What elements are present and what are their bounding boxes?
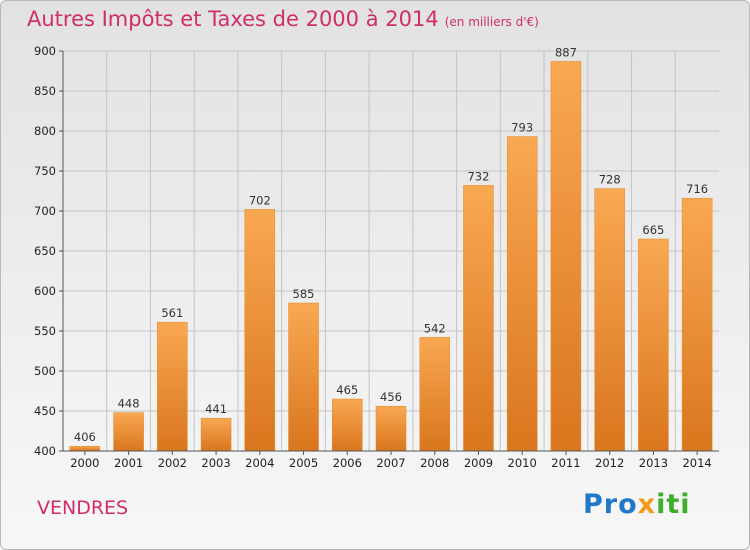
bar-2000 [69, 445, 101, 452]
value-label-2006: 465 [336, 383, 358, 397]
bar-2011 [550, 61, 582, 452]
axes: 400 450 500 550 600 650 700 750 800 850 900 2000 200… [34, 44, 719, 470]
x-tick-label-2001: 2001 [114, 456, 143, 470]
bar-2003 [200, 417, 232, 452]
bars [69, 61, 713, 452]
y-tick-label: 550 [34, 324, 56, 338]
x-tick-label-2004: 2004 [245, 456, 274, 470]
logo-part-3: iti [656, 489, 691, 520]
chart-title: Autres Impôts et Taxes de 2000 à 2014 (en… [27, 7, 539, 31]
bar-2009 [463, 185, 494, 452]
bar-2014 [681, 197, 713, 452]
y-tick-label: 400 [34, 444, 56, 458]
value-label-2001: 448 [118, 397, 140, 411]
proxiti-logo[interactable]: Proxiti [583, 489, 691, 520]
x-tick-label-2007: 2007 [376, 456, 405, 470]
chart-unit: (en milliers d'€) [444, 15, 539, 29]
x-tick-label-2005: 2005 [289, 456, 318, 470]
x-tick-label-2000: 2000 [70, 456, 99, 470]
value-labels: 406 448 561 441 702 585 465 456 542 732 793 887 728 6… [74, 45, 708, 444]
value-label-2004: 702 [249, 193, 271, 207]
bar-2006 [332, 398, 363, 452]
value-label-2007: 456 [380, 390, 402, 404]
y-tick-label: 800 [34, 124, 56, 138]
x-tick-label-2008: 2008 [420, 456, 449, 470]
y-tick-label: 900 [34, 44, 56, 58]
bar-2001 [113, 412, 144, 452]
bar-2007 [375, 405, 407, 452]
chart-title-text: Autres Impôts et Taxes de 2000 à 2014 [27, 7, 439, 31]
y-tick-label: 750 [34, 164, 56, 178]
x-tick-label-2002: 2002 [158, 456, 187, 470]
x-tick-label-2010: 2010 [508, 456, 537, 470]
y-tick-label: 450 [34, 404, 56, 418]
y-tick-label: 600 [34, 284, 56, 298]
x-tick-label-2013: 2013 [639, 456, 668, 470]
x-tick-label-2014: 2014 [682, 456, 711, 470]
x-tick-label-2009: 2009 [464, 456, 493, 470]
bar-2008 [419, 337, 450, 452]
value-label-2005: 585 [293, 287, 315, 301]
value-label-2013: 665 [642, 223, 664, 237]
x-tick-label-2003: 2003 [201, 456, 230, 470]
value-label-2009: 732 [467, 169, 489, 183]
value-label-2008: 542 [424, 321, 446, 335]
logo-part-2: x [637, 489, 657, 520]
value-label-2002: 561 [161, 306, 183, 320]
value-label-2010: 793 [511, 121, 533, 135]
value-label-2003: 441 [205, 402, 227, 416]
bar-2013 [638, 238, 669, 452]
bar-2004 [244, 209, 276, 452]
x-tick-label-2012: 2012 [595, 456, 624, 470]
bar-2005 [288, 302, 319, 452]
y-tick-label: 850 [34, 84, 56, 98]
bar-2002 [157, 321, 188, 452]
commune-name: VENDRES [37, 497, 129, 519]
x-tick-label-2006: 2006 [333, 456, 362, 470]
bar-2012 [594, 188, 625, 452]
x-tick-label-2011: 2011 [551, 456, 580, 470]
bar-2010 [506, 136, 538, 452]
value-label-2000: 406 [74, 430, 96, 444]
value-label-2014: 716 [686, 182, 708, 196]
y-tick-label: 700 [34, 204, 56, 218]
value-label-2011: 887 [555, 45, 577, 59]
y-tick-label: 500 [34, 364, 56, 378]
y-tick-label: 650 [34, 244, 56, 258]
value-label-2012: 728 [599, 173, 621, 187]
logo-part-1: Pro [583, 489, 638, 520]
